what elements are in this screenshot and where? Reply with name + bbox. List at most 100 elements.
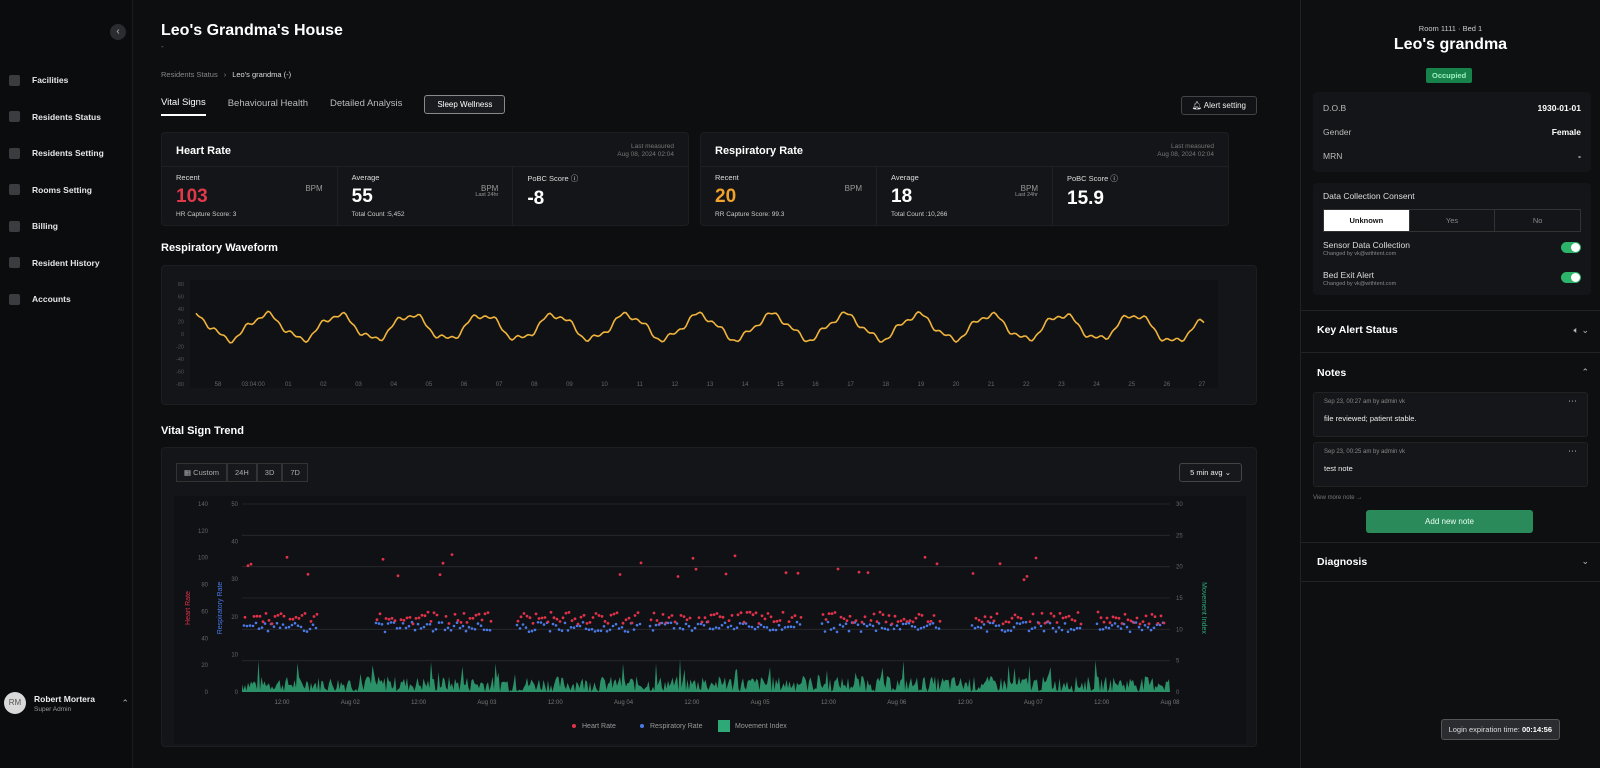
- range-24h-button[interactable]: 24H: [227, 463, 257, 482]
- rr-point: [684, 622, 688, 626]
- hr-point: [730, 614, 734, 617]
- chevron-up-icon[interactable]: ⌃: [121, 697, 129, 708]
- range-custom-button[interactable]: ▦ Custom: [176, 463, 228, 482]
- help-icon[interactable]: ⓘ: [570, 174, 579, 183]
- recent-value: 20: [715, 186, 737, 207]
- rr-point: [557, 628, 561, 631]
- key-alert-section[interactable]: Key Alert Status 🔈︎ ⌄: [1301, 310, 1600, 352]
- info-value: 1930-01-01: [1537, 103, 1581, 113]
- sensor-data-toggle[interactable]: [1561, 242, 1581, 253]
- rr-point: [916, 628, 920, 631]
- hr-point: [787, 620, 791, 623]
- consent-yes-option[interactable]: Yes: [1410, 210, 1496, 231]
- hr-point: [384, 617, 388, 620]
- rr-point: [750, 625, 754, 629]
- consent-unknown-option[interactable]: Unknown: [1324, 210, 1410, 231]
- view-more-notes-link[interactable]: View more note →: [1313, 495, 1363, 501]
- hr-point: [1162, 621, 1166, 625]
- hr-point: [450, 553, 454, 556]
- bed-exit-toggle[interactable]: [1561, 272, 1581, 283]
- x-tick-label: 19: [918, 382, 925, 388]
- sidebar-item-billing[interactable]: Billing: [0, 208, 133, 245]
- rr-point: [395, 627, 399, 630]
- resident-name: Leo's grandma: [1393, 36, 1508, 53]
- range-7d-button[interactable]: 7D: [282, 463, 308, 482]
- unit-label: BPM Last 24hr: [475, 184, 499, 199]
- hr-point: [775, 619, 779, 623]
- hr-point: [857, 570, 861, 574]
- hr-point: [778, 619, 782, 622]
- breadcrumb-link[interactable]: Residents Status: [161, 70, 218, 79]
- rr-point: [401, 622, 405, 625]
- sidebar-item-accounts[interactable]: Accounts: [0, 281, 133, 318]
- sidebar-item-residents-setting[interactable]: Residents Setting: [0, 135, 133, 172]
- speaker-chevron-icon[interactable]: 🔈︎ ⌄: [1573, 325, 1589, 335]
- rr-point: [428, 623, 432, 626]
- sidebar-item-rooms-setting[interactable]: Rooms Setting: [0, 172, 133, 209]
- hr-point: [703, 616, 707, 620]
- rr-axis-label: Respiratory Rate: [217, 582, 224, 635]
- tab-vital-signs[interactable]: Vital Signs: [161, 97, 206, 116]
- hr-point: [875, 620, 879, 623]
- chevron-up-icon[interactable]: ⌃: [1581, 367, 1589, 377]
- user-menu[interactable]: RM Robert Mortera Super Admin ⌃: [4, 692, 129, 714]
- consent-selector: Unknown Yes No: [1323, 209, 1581, 232]
- rr-point: [901, 622, 905, 626]
- sidebar-item-facilities[interactable]: Facilities: [0, 62, 133, 99]
- rr-point: [922, 625, 926, 629]
- rr-point: [584, 627, 588, 631]
- hr-point: [1099, 616, 1103, 620]
- rr-point: [880, 626, 884, 630]
- hr-point: [393, 619, 397, 623]
- consent-no-option[interactable]: No: [1532, 216, 1543, 225]
- rr-point: [434, 628, 438, 631]
- help-icon[interactable]: ⓘ: [1110, 174, 1118, 183]
- hr-point: [567, 611, 571, 614]
- plot-area: [174, 496, 1246, 744]
- x-tick-label: 09: [566, 382, 573, 388]
- tab-behavioural-health[interactable]: Behavioural Health: [227, 98, 308, 109]
- hr-point: [591, 616, 595, 619]
- rr-point: [868, 623, 872, 626]
- alert-setting-button[interactable]: 🔔︎ Alert setting: [1180, 96, 1257, 115]
- rr-point: [638, 622, 642, 626]
- rr-tick-label: 20: [231, 615, 238, 621]
- diagnosis-section[interactable]: Diagnosis ⌄: [1301, 542, 1600, 582]
- add-note-button[interactable]: Add new note: [1366, 510, 1533, 533]
- sidebar-item-resident-history[interactable]: Resident History: [0, 245, 133, 282]
- chevron-down-icon[interactable]: ⌄: [1581, 556, 1589, 566]
- more-icon[interactable]: ⋯: [1568, 446, 1577, 456]
- sleep-wellness-button[interactable]: Sleep Wellness: [424, 95, 506, 114]
- toggle-label: Bed Exit Alert: [1323, 270, 1375, 280]
- rr-point: [895, 624, 899, 627]
- rr-point: [970, 624, 974, 627]
- hr-point: [1061, 616, 1065, 620]
- rr-point: [521, 623, 525, 626]
- unit-text: BPM: [481, 184, 499, 193]
- hr-point: [261, 620, 265, 624]
- y-tick-label: -60: [176, 370, 184, 376]
- sidebar-item-residents-status[interactable]: Residents Status: [0, 99, 133, 136]
- collapse-sidebar-icon[interactable]: ‹: [110, 24, 126, 40]
- average-select[interactable]: 5 min avg ⌄: [1179, 463, 1242, 482]
- hr-point: [582, 613, 586, 617]
- rr-point: [681, 627, 685, 631]
- hr-point: [375, 618, 379, 622]
- x-tick-label: 06: [461, 382, 468, 388]
- more-icon[interactable]: ⋯: [1568, 396, 1577, 406]
- hr-point: [1064, 615, 1068, 619]
- rr-point: [934, 626, 938, 629]
- hr-point: [884, 620, 888, 624]
- hr-point: [486, 611, 490, 614]
- rr-point: [479, 624, 483, 627]
- sidebar-item-label: Residents Status: [32, 111, 101, 122]
- rr-point: [708, 627, 712, 630]
- x-tick-label: 18: [882, 382, 889, 388]
- range-3d-button[interactable]: 3D: [256, 463, 283, 482]
- rr-point: [389, 621, 393, 624]
- rr-point: [789, 625, 793, 628]
- tab-detailed-analysis[interactable]: Detailed Analysis: [330, 98, 403, 109]
- rr-point: [1030, 627, 1034, 630]
- hr-point: [863, 615, 867, 619]
- legend-hr-marker: [572, 724, 576, 728]
